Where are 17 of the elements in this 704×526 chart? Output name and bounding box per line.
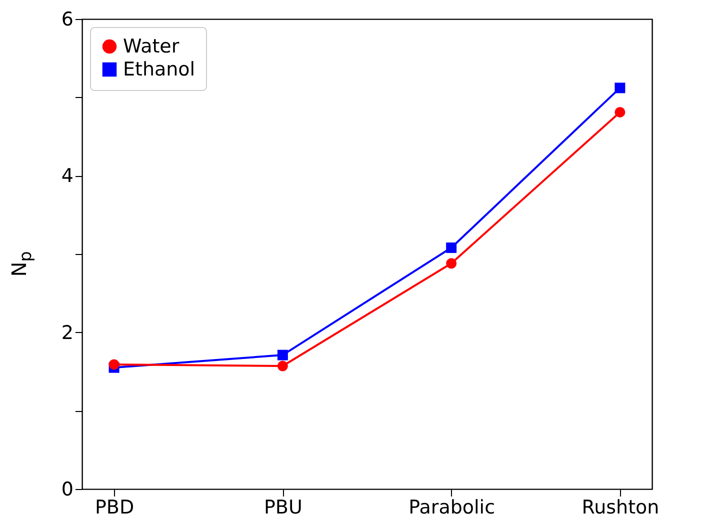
point — [446, 258, 457, 269]
point — [446, 242, 457, 253]
legend-label: Water — [123, 36, 180, 58]
point — [277, 350, 288, 360]
point — [614, 82, 626, 94]
y-tick-label: 2 — [61, 322, 74, 344]
point — [108, 359, 120, 370]
x-tick-label: PBD — [94, 496, 134, 518]
point — [614, 106, 626, 118]
legend-label: Ethanol — [123, 58, 196, 80]
x-tick-label: Rushton — [582, 496, 660, 518]
x-tick-label: Parabolic — [408, 496, 496, 518]
y-tick-label: 4 — [61, 165, 74, 188]
y-tick-label: 0 — [61, 478, 74, 500]
point — [277, 360, 288, 372]
y-tick-label: 6 — [61, 8, 74, 30]
x-tick-label: PBU — [264, 496, 302, 518]
